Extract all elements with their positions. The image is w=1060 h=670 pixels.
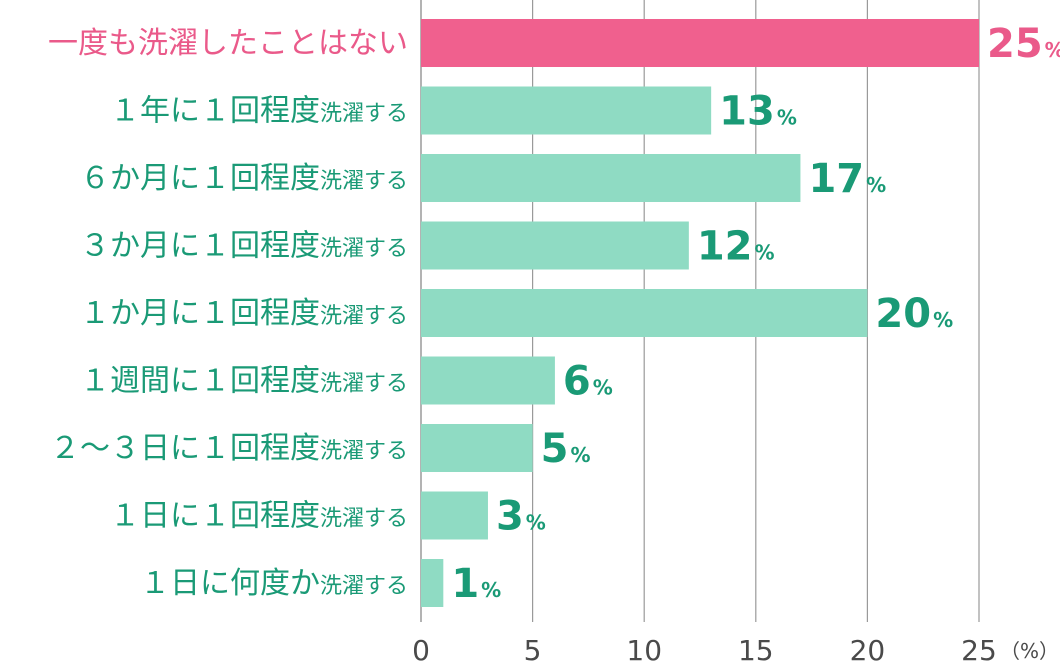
category-label-main: １年に１回程度 bbox=[110, 94, 320, 129]
value-label-number: 20 bbox=[875, 291, 931, 337]
bar-0 bbox=[421, 19, 979, 67]
category-label-main: 一度も洗濯したことはない bbox=[48, 26, 408, 61]
value-label-number: 6 bbox=[563, 359, 591, 405]
x-tick-label: 0 bbox=[412, 634, 430, 667]
value-label: 5% bbox=[541, 426, 591, 472]
bar-5 bbox=[421, 356, 555, 405]
category-label-suffix: 洗濯する bbox=[320, 304, 408, 329]
category-label: １週間に１回程度洗濯する bbox=[80, 364, 408, 399]
value-label: 12% bbox=[697, 224, 775, 270]
category-label: 一度も洗濯したことはない bbox=[48, 26, 408, 61]
category-label: １年に１回程度洗濯する bbox=[110, 94, 408, 129]
category-label: ３か月に１回程度洗濯する bbox=[80, 229, 408, 264]
x-tick-label: 20 bbox=[850, 634, 886, 667]
category-label: １日に１回程度洗濯する bbox=[110, 499, 408, 534]
category-label-suffix: 洗濯する bbox=[320, 507, 408, 532]
category-label-suffix: 洗濯する bbox=[320, 102, 408, 127]
value-label-layer: 25%13%17%12%20%6%5%3%1% bbox=[451, 21, 1060, 607]
value-label-unit: % bbox=[1045, 38, 1060, 62]
category-label-main: １か月に１回程度 bbox=[80, 296, 320, 331]
category-label-main: １日に１回程度 bbox=[110, 499, 320, 534]
bar-8 bbox=[421, 559, 444, 607]
value-label-unit: % bbox=[593, 376, 613, 400]
x-tick-label: 15 bbox=[738, 634, 774, 667]
category-label-suffix: 洗濯する bbox=[320, 237, 408, 262]
category-label-main: ３か月に１回程度 bbox=[80, 229, 320, 264]
value-label-number: 17 bbox=[808, 156, 864, 202]
bar-layer bbox=[421, 19, 979, 607]
category-label-suffix: 洗濯する bbox=[320, 169, 408, 194]
value-label-number: 12 bbox=[697, 224, 753, 270]
category-label: １日に何度か洗濯する bbox=[140, 566, 408, 601]
category-label-layer: 一度も洗濯したことはない１年に１回程度洗濯する６か月に１回程度洗濯する３か月に１… bbox=[48, 26, 408, 601]
bar-3 bbox=[421, 221, 689, 270]
value-label-unit: % bbox=[570, 443, 590, 467]
x-tick-label: 5 bbox=[524, 634, 542, 667]
value-label: 6% bbox=[563, 359, 613, 405]
bar-6 bbox=[421, 424, 533, 472]
category-label-main: １週間に１回程度 bbox=[80, 364, 320, 399]
category-label-suffix: 洗濯する bbox=[320, 372, 408, 397]
bar-1 bbox=[421, 86, 712, 135]
category-label-main: ６か月に１回程度 bbox=[80, 161, 320, 196]
value-label: 17% bbox=[808, 156, 886, 202]
value-label-unit: % bbox=[933, 308, 953, 332]
bar-7 bbox=[421, 491, 488, 540]
category-label-main: ２～３日に１回程度 bbox=[50, 431, 320, 466]
category-label: ６か月に１回程度洗濯する bbox=[80, 161, 408, 196]
value-label-unit: % bbox=[526, 511, 546, 535]
value-label-unit: % bbox=[481, 578, 501, 602]
x-tick-layer: 0 5 10 15 20 25 （%） bbox=[412, 634, 1059, 667]
value-label-number: 1 bbox=[451, 561, 479, 607]
value-label-unit: % bbox=[777, 106, 797, 130]
category-label-main: １日に何度か bbox=[140, 566, 320, 601]
value-label: 13% bbox=[719, 89, 797, 135]
category-label-suffix: 洗濯する bbox=[320, 574, 408, 599]
x-tick-label: 10 bbox=[626, 634, 662, 667]
category-label-suffix: 洗濯する bbox=[320, 439, 408, 464]
bar-4 bbox=[421, 289, 868, 337]
value-label-unit: % bbox=[866, 173, 886, 197]
value-label-number: 25 bbox=[987, 21, 1043, 67]
bar-2 bbox=[421, 154, 801, 202]
value-label-unit: % bbox=[755, 241, 775, 265]
value-label: 20% bbox=[875, 291, 953, 337]
value-label-number: 5 bbox=[541, 426, 569, 472]
x-unit-label: （%） bbox=[1000, 639, 1059, 663]
value-label-number: 13 bbox=[719, 89, 775, 135]
value-label: 1% bbox=[451, 561, 501, 607]
value-label: 25% bbox=[987, 21, 1060, 67]
category-label: ２～３日に１回程度洗濯する bbox=[50, 431, 408, 466]
x-tick-label: 25 bbox=[961, 634, 997, 667]
category-label: １か月に１回程度洗濯する bbox=[80, 296, 408, 331]
value-label: 3% bbox=[496, 494, 546, 540]
value-label-number: 3 bbox=[496, 494, 524, 540]
